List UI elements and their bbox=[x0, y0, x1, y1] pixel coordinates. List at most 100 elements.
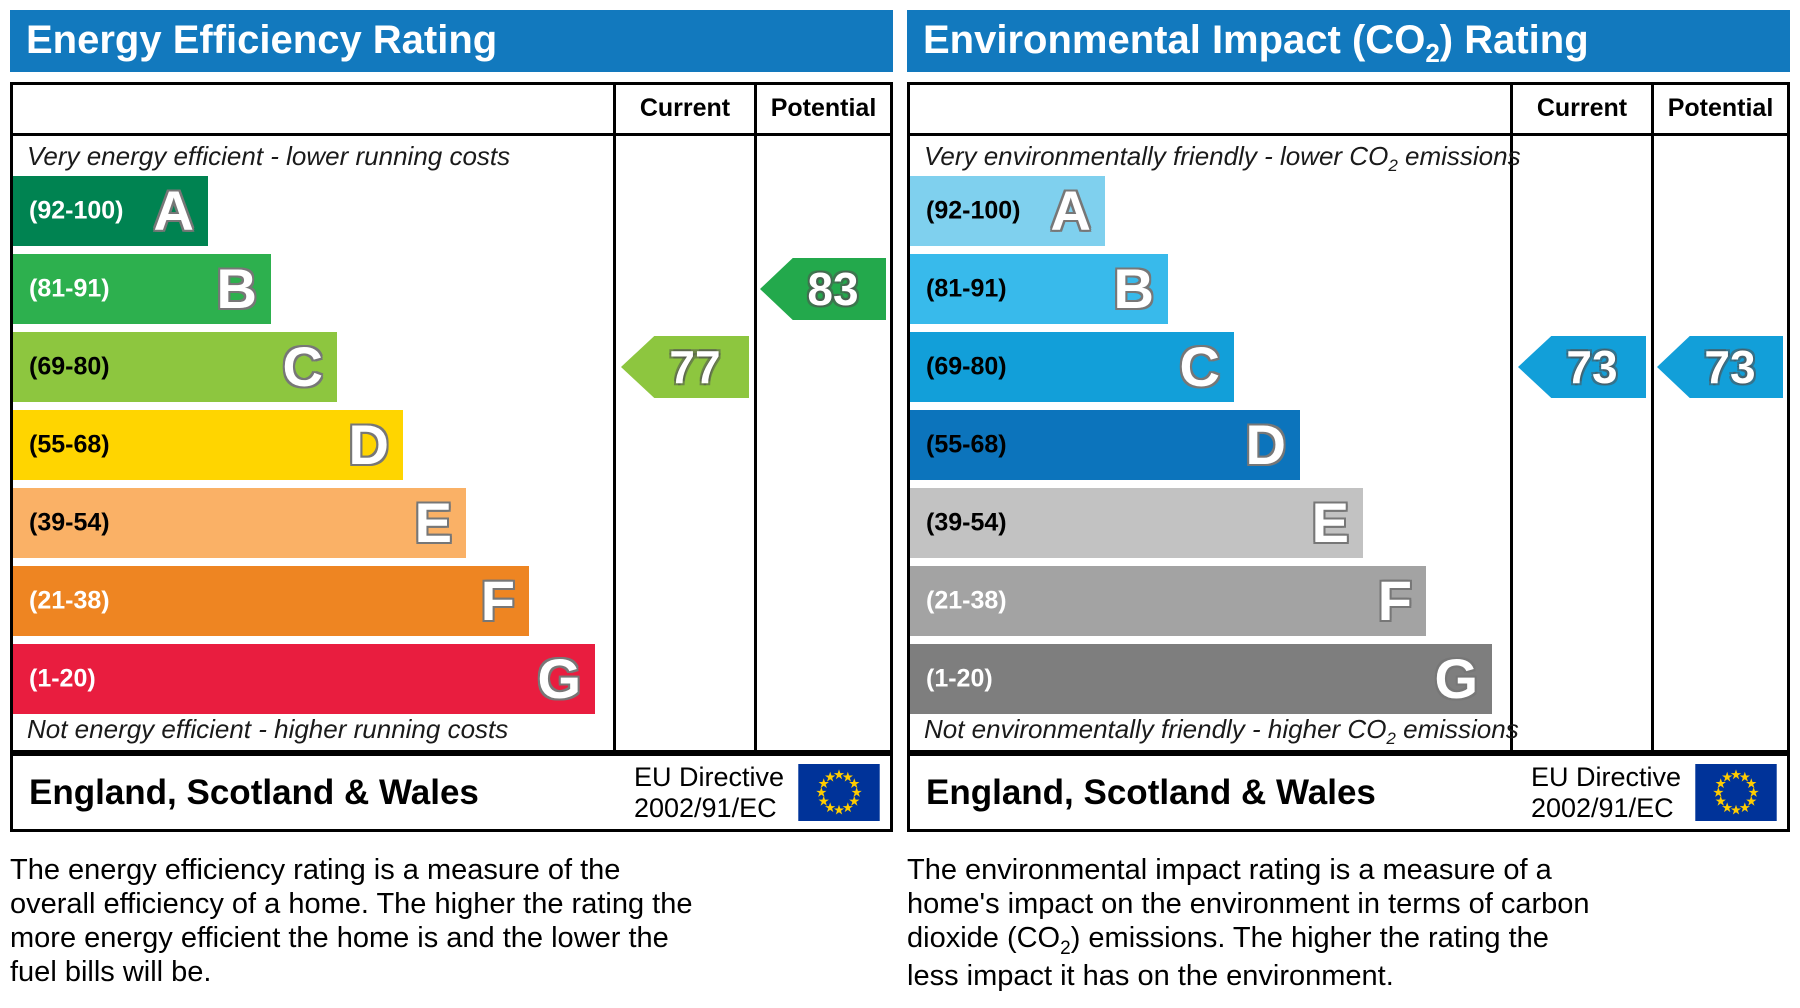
region-label: England, Scotland & Wales bbox=[926, 772, 1376, 812]
band-grade-letter: E bbox=[414, 491, 452, 554]
current-column-header: Current bbox=[613, 85, 754, 133]
rating-band-row-e: (39-54) E bbox=[910, 488, 1510, 558]
rating-band-bar-b: (81-91) B bbox=[910, 254, 1168, 324]
eu-directive-label: EU Directive 2002/91/EC bbox=[634, 762, 784, 822]
potential-rating-value: 73 bbox=[1704, 341, 1756, 393]
rating-band-row-d: (55-68) D bbox=[910, 410, 1510, 480]
band-grade-letter: F bbox=[1377, 569, 1412, 632]
environmental-impact-panel: Environmental Impact (CO2) Rating Curren… bbox=[907, 10, 1790, 1008]
band-range-label: (69-80) bbox=[926, 352, 1007, 381]
band-grade-letter: C bbox=[282, 335, 323, 398]
rating-band-row-b: (81-91) B bbox=[910, 254, 1510, 324]
rating-band-bar-a: (92-100) A bbox=[13, 176, 208, 246]
energy-rating-description: The energy efficiency rating is a measur… bbox=[10, 854, 710, 994]
eu-directive-label: EU Directive 2002/91/EC bbox=[1531, 762, 1681, 822]
panel-title-energy-efficiency: Energy Efficiency Rating bbox=[10, 10, 893, 72]
potential-column-header: Potential bbox=[1651, 85, 1787, 133]
rating-band-bar-a: (92-100) A bbox=[910, 176, 1105, 246]
description-subscript: 2 bbox=[1060, 937, 1071, 959]
energy-efficiency-panel: Energy Efficiency Rating Current Potenti… bbox=[10, 10, 893, 1008]
panel-title-environmental-impact: Environmental Impact (CO2) Rating bbox=[907, 10, 1790, 72]
rating-band-row-f: (21-38) F bbox=[13, 566, 613, 636]
current-column-divider bbox=[613, 136, 616, 750]
description-text: The energy efficiency rating is a measur… bbox=[10, 854, 693, 988]
panel-title-text: Environmental Impact (CO bbox=[923, 18, 1426, 62]
rating-band-row-g: (1-20) G bbox=[910, 644, 1510, 714]
current-rating-arrow: 73 bbox=[1518, 336, 1646, 398]
top-note-subscript: 2 bbox=[1388, 156, 1398, 176]
rating-band-bar-e: (39-54) E bbox=[13, 488, 466, 558]
current-rating-value: 77 bbox=[669, 341, 721, 393]
band-grade-letter: D bbox=[1245, 413, 1286, 476]
band-range-label: (81-91) bbox=[926, 274, 1007, 303]
current-column-header: Current bbox=[1510, 85, 1651, 133]
current-rating-value: 73 bbox=[1566, 341, 1618, 393]
band-range-label: (81-91) bbox=[29, 274, 110, 303]
rating-band-bar-c: (69-80) C bbox=[13, 332, 337, 402]
band-range-label: (39-54) bbox=[29, 508, 110, 537]
band-grade-letter: G bbox=[1434, 647, 1478, 710]
bottom-note: Not energy efficient - higher running co… bbox=[27, 714, 508, 749]
bottom-note-text-end: emissions bbox=[1395, 714, 1519, 744]
rating-band-row-g: (1-20) G bbox=[13, 644, 613, 714]
band-grade-letter: C bbox=[1179, 335, 1220, 398]
band-range-label: (21-38) bbox=[29, 586, 110, 615]
rating-band-bar-d: (55-68) D bbox=[910, 410, 1300, 480]
band-range-label: (92-100) bbox=[926, 196, 1021, 225]
description-text: The environmental impact rating is a mea… bbox=[907, 854, 1590, 954]
band-grade-letter: E bbox=[1311, 491, 1349, 554]
eu-flag-icon bbox=[1695, 764, 1777, 821]
eu-directive-line2: 2002/91/EC bbox=[1530, 792, 1674, 823]
top-note-text: Very environmentally friendly - lower CO bbox=[924, 141, 1389, 171]
band-range-label: (55-68) bbox=[926, 430, 1007, 459]
potential-rating-value: 83 bbox=[807, 263, 859, 315]
panel-title-subscript: 2 bbox=[1425, 38, 1440, 68]
current-column-divider bbox=[1510, 136, 1513, 750]
eu-directive-line2: 2002/91/EC bbox=[633, 792, 777, 823]
rating-band-row-a: (92-100) A bbox=[13, 176, 613, 246]
band-grade-letter: D bbox=[348, 413, 389, 476]
top-note-text-end: emissions bbox=[1397, 141, 1521, 171]
chart-header-row: Current Potential bbox=[910, 85, 1787, 136]
rating-band-bar-f: (21-38) F bbox=[910, 566, 1426, 636]
rating-band-bar-g: (1-20) G bbox=[910, 644, 1492, 714]
band-grade-letter: G bbox=[537, 647, 581, 710]
band-range-label: (1-20) bbox=[926, 664, 993, 693]
current-rating-arrow: 77 bbox=[621, 336, 749, 398]
top-note-text: Very energy efficient - lower running co… bbox=[27, 141, 511, 171]
rating-band-row-f: (21-38) F bbox=[910, 566, 1510, 636]
band-grade-letter: A bbox=[1050, 179, 1091, 242]
rating-band-bar-g: (1-20) G bbox=[13, 644, 595, 714]
rating-band-bar-e: (39-54) E bbox=[910, 488, 1363, 558]
rating-band-row-b: (81-91) B bbox=[13, 254, 613, 324]
header-spacer bbox=[13, 85, 613, 133]
top-note: Very environmentally friendly - lower CO… bbox=[924, 141, 1521, 176]
header-spacer bbox=[910, 85, 1510, 133]
band-range-label: (92-100) bbox=[29, 196, 124, 225]
eu-directive-line1: EU Directive bbox=[633, 762, 784, 793]
eu-directive-line1: EU Directive bbox=[1530, 762, 1681, 793]
rating-band-bar-d: (55-68) D bbox=[13, 410, 403, 480]
potential-rating-arrow: 73 bbox=[1657, 336, 1783, 398]
rating-band-bar-b: (81-91) B bbox=[13, 254, 271, 324]
environmental-rating-chart: Current Potential Very environmentally f… bbox=[907, 82, 1790, 753]
band-grade-letter: B bbox=[1113, 257, 1154, 320]
description-text-end: ) emissions. The higher the rating the l… bbox=[907, 921, 1549, 992]
rating-band-row-c: (69-80) C bbox=[13, 332, 613, 402]
environmental-rating-description: The environmental impact rating is a mea… bbox=[907, 854, 1607, 994]
bottom-note-text: Not environmentally friendly - higher CO bbox=[924, 714, 1387, 744]
top-note: Very energy efficient - lower running co… bbox=[27, 141, 510, 176]
rating-band-row-e: (39-54) E bbox=[13, 488, 613, 558]
bottom-note-subscript: 2 bbox=[1386, 729, 1396, 749]
chart-body: Very energy efficient - lower running co… bbox=[13, 136, 890, 750]
band-grade-letter: B bbox=[216, 257, 257, 320]
band-range-label: (1-20) bbox=[29, 664, 96, 693]
band-range-label: (69-80) bbox=[29, 352, 110, 381]
rating-bands: (92-100) A (81-91) B (69-80) C (55-68) D (39-54)… bbox=[13, 176, 613, 722]
band-range-label: (55-68) bbox=[29, 430, 110, 459]
band-grade-letter: A bbox=[153, 179, 194, 242]
potential-rating-arrow: 83 bbox=[760, 258, 886, 320]
rating-band-row-c: (69-80) C bbox=[910, 332, 1510, 402]
rating-band-row-d: (55-68) D bbox=[13, 410, 613, 480]
potential-column-divider bbox=[754, 136, 757, 750]
